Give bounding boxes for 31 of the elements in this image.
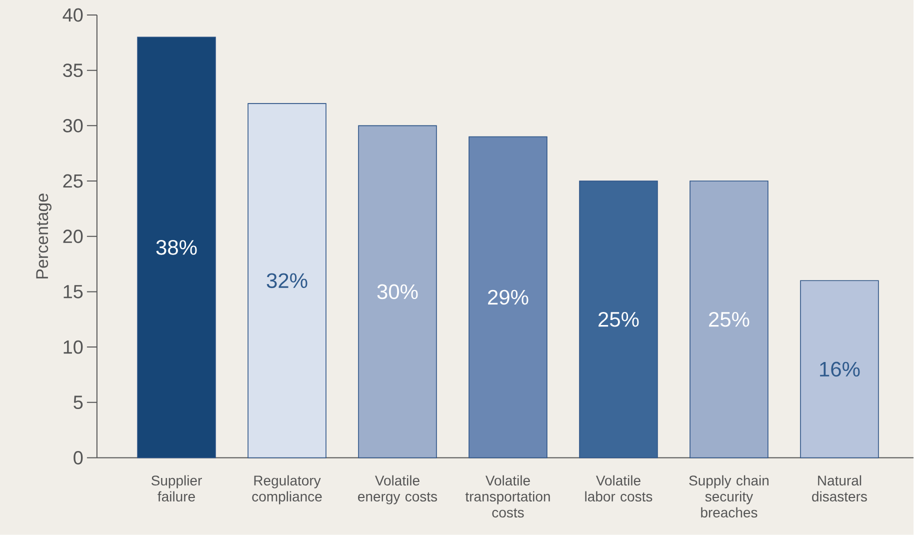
y-tick-label: 20 bbox=[63, 230, 83, 244]
data-label: 16% bbox=[820, 362, 860, 377]
y-axis-title: Percentage bbox=[36, 194, 52, 279]
bar bbox=[248, 103, 326, 458]
data-label: 30% bbox=[377, 284, 418, 300]
x-tick-label: Volatile transportation costs bbox=[465, 475, 550, 518]
x-tick-label: Volatile labor costs bbox=[585, 475, 652, 502]
y-tick-label: 0 bbox=[74, 451, 83, 465]
data-label: 25% bbox=[598, 312, 639, 327]
data-label: 25% bbox=[709, 312, 750, 327]
data-label: 29% bbox=[488, 290, 528, 305]
bar bbox=[579, 180, 658, 458]
bar bbox=[358, 125, 437, 458]
x-tick-label: Supply chain security breaches bbox=[689, 475, 768, 518]
x-tick-label: Volatile energy costs bbox=[358, 475, 438, 504]
y-tick-label: 35 bbox=[63, 64, 83, 78]
bar bbox=[800, 280, 879, 458]
bar bbox=[468, 136, 548, 458]
y-tick-label: 40 bbox=[62, 8, 83, 22]
x-tick-label: Natural disasters bbox=[812, 475, 867, 502]
x-tick-label: Supplier failure bbox=[151, 475, 202, 502]
y-tick-label: 30 bbox=[63, 119, 83, 133]
x-tick-label: Regulatory compliance bbox=[252, 475, 322, 504]
bar bbox=[690, 180, 768, 458]
y-tick-label: 5 bbox=[74, 396, 83, 410]
y-tick-label: 10 bbox=[64, 340, 83, 354]
y-tick-label: 15 bbox=[64, 285, 83, 298]
data-label: 32% bbox=[266, 273, 308, 288]
data-label: 38% bbox=[156, 240, 197, 256]
bar bbox=[137, 36, 216, 458]
y-tick-label: 25 bbox=[63, 174, 83, 188]
